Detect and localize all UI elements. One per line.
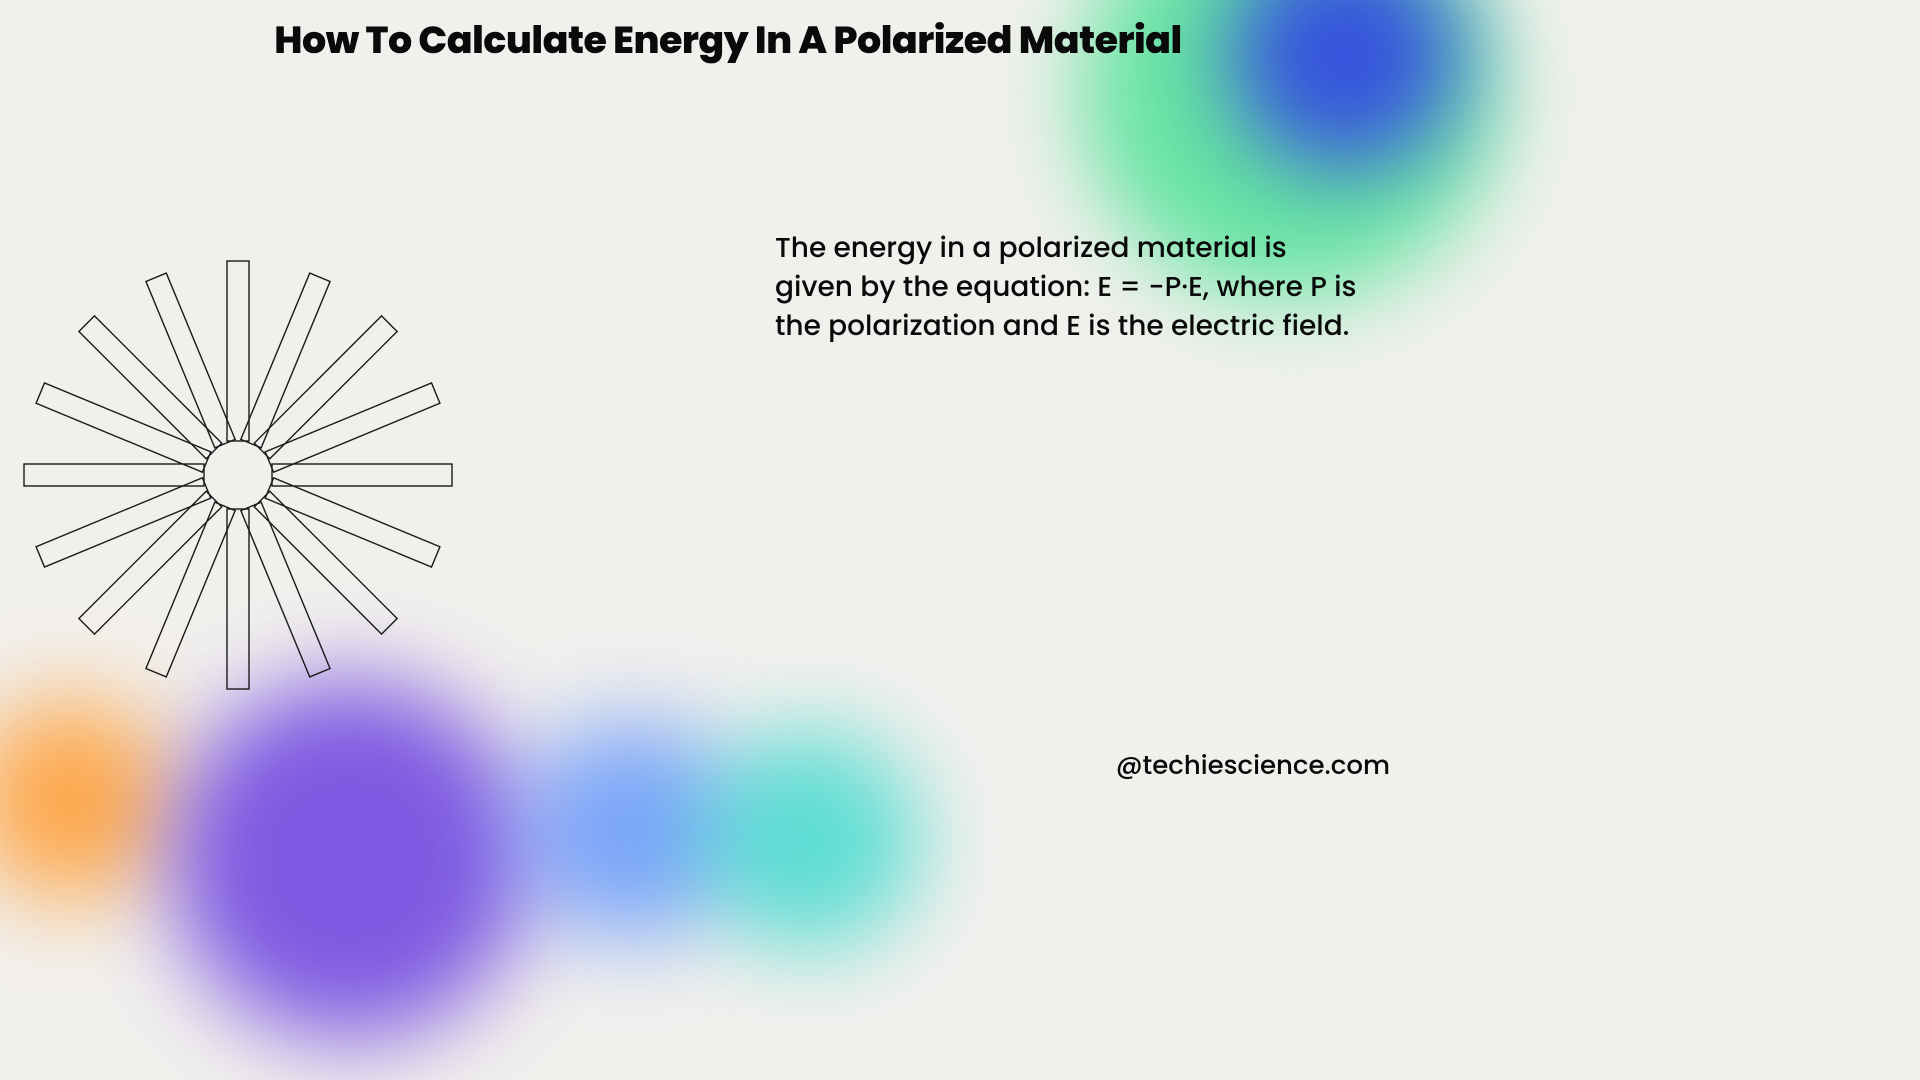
blob-lightblue — [520, 720, 740, 940]
blob-teal — [700, 730, 920, 950]
blob-orange — [0, 700, 170, 900]
starburst-icon — [0, 235, 478, 715]
page-title: How To Calculate Energy In A Polarized M… — [0, 12, 1456, 69]
attribution: @techiescience.com — [1116, 747, 1390, 786]
blob-purple — [170, 680, 530, 1040]
body-text: The energy in a polarized material is gi… — [775, 228, 1365, 346]
